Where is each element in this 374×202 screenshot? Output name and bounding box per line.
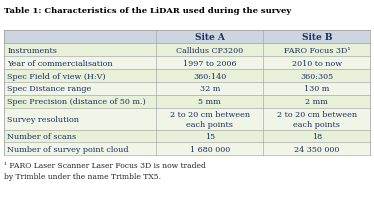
Bar xyxy=(4,31,156,44)
Bar xyxy=(156,108,263,130)
Text: Table 1: Characteristics of the LiDAR used during the survey: Table 1: Characteristics of the LiDAR us… xyxy=(4,7,292,15)
Text: 18: 18 xyxy=(312,132,322,140)
Text: 360:305: 360:305 xyxy=(300,72,333,80)
Bar xyxy=(156,44,263,57)
Text: Year of commercialisation: Year of commercialisation xyxy=(7,59,113,67)
Bar xyxy=(156,143,263,156)
Text: FARO Focus 3D¹: FARO Focus 3D¹ xyxy=(283,46,350,55)
Bar xyxy=(263,31,370,44)
Bar xyxy=(263,44,370,57)
Bar xyxy=(263,143,370,156)
Bar xyxy=(4,57,156,70)
Bar xyxy=(4,95,156,108)
Bar xyxy=(263,83,370,95)
Bar xyxy=(263,57,370,70)
Text: Site A: Site A xyxy=(195,33,225,42)
Text: 24 350 000: 24 350 000 xyxy=(294,145,340,153)
Text: 2010 to now: 2010 to now xyxy=(292,59,342,67)
Bar xyxy=(263,95,370,108)
Bar xyxy=(4,108,156,130)
Text: 5 mm: 5 mm xyxy=(199,98,221,106)
Bar xyxy=(263,130,370,143)
Text: 32 m: 32 m xyxy=(200,85,220,93)
Text: 2 mm: 2 mm xyxy=(306,98,328,106)
Bar xyxy=(263,108,370,130)
Text: Spec Precision (distance of 50 m.): Spec Precision (distance of 50 m.) xyxy=(7,98,146,106)
Text: Number of scans: Number of scans xyxy=(7,132,77,140)
Bar xyxy=(263,70,370,83)
Bar xyxy=(4,70,156,83)
Bar xyxy=(4,130,156,143)
Text: 1997 to 2006: 1997 to 2006 xyxy=(183,59,237,67)
Bar xyxy=(156,57,263,70)
Bar xyxy=(156,130,263,143)
Text: 1 680 000: 1 680 000 xyxy=(190,145,230,153)
Text: Instruments: Instruments xyxy=(7,46,57,55)
Text: Callidus CP3200: Callidus CP3200 xyxy=(176,46,243,55)
Text: Number of survey point cloud: Number of survey point cloud xyxy=(7,145,129,153)
Text: Site B: Site B xyxy=(301,33,332,42)
Text: Survey resolution: Survey resolution xyxy=(7,115,80,123)
Text: Spec Field of view (H:V): Spec Field of view (H:V) xyxy=(7,72,106,80)
Text: 15: 15 xyxy=(205,132,215,140)
Bar xyxy=(4,83,156,95)
Text: 360:140: 360:140 xyxy=(193,72,227,80)
Bar xyxy=(156,95,263,108)
Bar xyxy=(4,44,156,57)
Text: 2 to 20 cm between
each points: 2 to 20 cm between each points xyxy=(277,110,357,128)
Bar xyxy=(156,70,263,83)
Text: ¹ FARO Laser Scanner Laser Focus 3D is now traded
by Trimble under the name Trim: ¹ FARO Laser Scanner Laser Focus 3D is n… xyxy=(4,162,206,180)
Text: 2 to 20 cm between
each points: 2 to 20 cm between each points xyxy=(170,110,250,128)
Text: 130 m: 130 m xyxy=(304,85,329,93)
Bar xyxy=(156,83,263,95)
Text: Spec Distance range: Spec Distance range xyxy=(7,85,92,93)
Bar xyxy=(156,31,263,44)
Bar xyxy=(4,143,156,156)
